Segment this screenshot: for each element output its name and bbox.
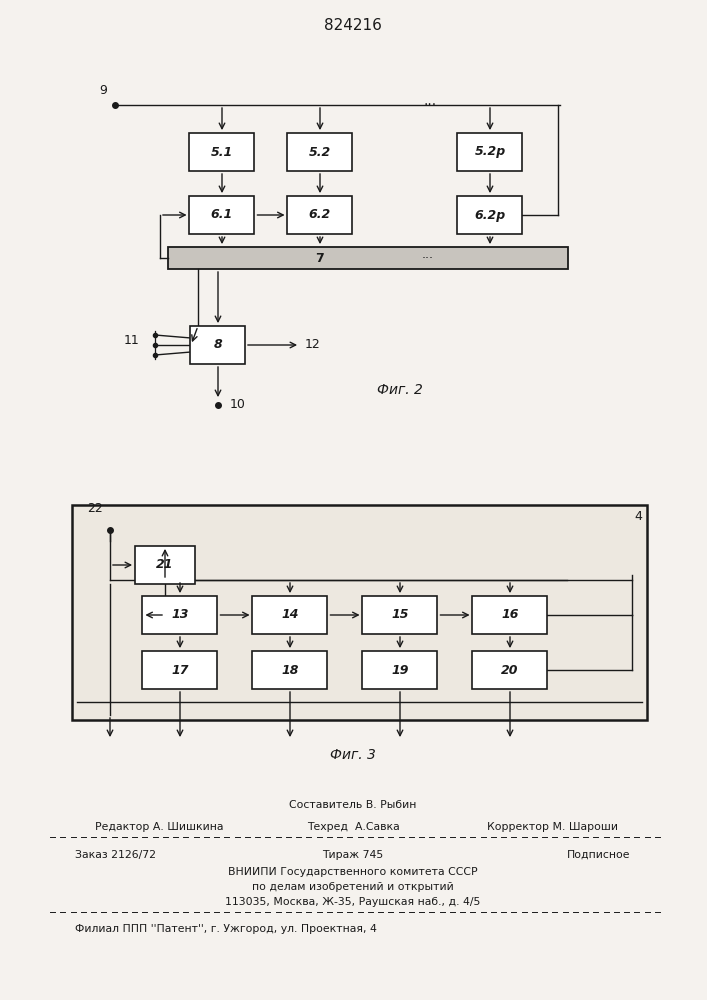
Bar xyxy=(168,247,568,269)
Text: Техред  А.Савка: Техред А.Савка xyxy=(307,822,399,832)
Text: 11: 11 xyxy=(124,334,140,347)
Text: ВНИИПИ Государственного комитета СССР: ВНИИПИ Государственного комитета СССР xyxy=(228,867,478,877)
Bar xyxy=(143,651,218,689)
Text: 20: 20 xyxy=(501,664,519,676)
Bar xyxy=(189,196,255,234)
Bar xyxy=(363,596,438,634)
Text: Подписное: Подписное xyxy=(566,850,630,860)
Text: Фиг. 3: Фиг. 3 xyxy=(330,748,376,762)
Bar xyxy=(472,651,547,689)
Text: 4: 4 xyxy=(634,510,642,523)
Text: 13: 13 xyxy=(171,608,189,621)
Bar xyxy=(189,133,255,171)
Text: 9: 9 xyxy=(99,84,107,97)
Text: Составитель В. Рыбин: Составитель В. Рыбин xyxy=(289,800,416,810)
Text: 19: 19 xyxy=(391,664,409,676)
Text: 10: 10 xyxy=(230,398,246,412)
Text: 21: 21 xyxy=(156,558,174,572)
Bar xyxy=(135,546,195,584)
Bar xyxy=(288,196,353,234)
Text: 824216: 824216 xyxy=(324,17,382,32)
Bar xyxy=(472,596,547,634)
Text: 17: 17 xyxy=(171,664,189,676)
Text: 15: 15 xyxy=(391,608,409,621)
Text: Тираж 745: Тираж 745 xyxy=(322,850,384,860)
Bar xyxy=(252,596,327,634)
Text: 7: 7 xyxy=(315,251,325,264)
Text: 16: 16 xyxy=(501,608,519,621)
Bar xyxy=(252,651,327,689)
Text: Редактор А. Шишкина: Редактор А. Шишкина xyxy=(95,822,223,832)
Bar xyxy=(143,596,218,634)
Text: 12: 12 xyxy=(305,338,321,352)
Text: 5.2: 5.2 xyxy=(309,145,331,158)
Bar xyxy=(457,196,522,234)
Text: ...: ... xyxy=(423,94,436,108)
Text: 113035, Москва, Ж-35, Раушская наб., д. 4/5: 113035, Москва, Ж-35, Раушская наб., д. … xyxy=(226,897,481,907)
Text: 8: 8 xyxy=(214,338,223,352)
Bar xyxy=(72,505,647,720)
Text: 5.1: 5.1 xyxy=(211,145,233,158)
Text: 5.2p: 5.2p xyxy=(474,145,506,158)
Bar xyxy=(457,133,522,171)
Text: 6.1: 6.1 xyxy=(211,209,233,222)
Bar xyxy=(288,133,353,171)
Text: Заказ 2126/72: Заказ 2126/72 xyxy=(75,850,156,860)
Bar xyxy=(190,326,245,364)
Text: 18: 18 xyxy=(281,664,299,676)
Text: 6.2: 6.2 xyxy=(309,209,331,222)
Bar xyxy=(363,651,438,689)
Text: Корректор М. Шароши: Корректор М. Шароши xyxy=(487,822,618,832)
Text: по делам изобретений и открытий: по делам изобретений и открытий xyxy=(252,882,454,892)
Text: 14: 14 xyxy=(281,608,299,621)
Text: Филиал ППП ''Патент'', г. Ужгород, ул. Проектная, 4: Филиал ППП ''Патент'', г. Ужгород, ул. П… xyxy=(75,924,377,934)
Text: 6.2p: 6.2p xyxy=(474,209,506,222)
Text: ...: ... xyxy=(422,248,434,261)
Text: 22: 22 xyxy=(87,502,103,515)
Text: Фиг. 2: Фиг. 2 xyxy=(377,383,423,397)
